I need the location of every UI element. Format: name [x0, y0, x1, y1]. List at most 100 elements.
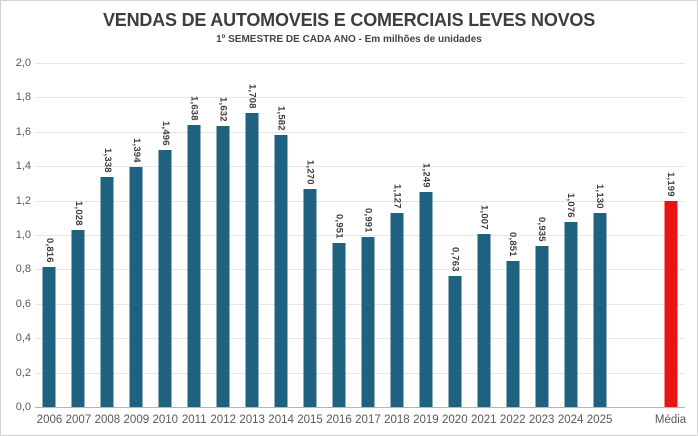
bar-2023 [535, 246, 549, 407]
bar-group-2019: 1,249 2019 [411, 63, 440, 426]
bar-value-label-2021: 1,007 [478, 205, 490, 230]
bar-value-label-2012: 1,632 [217, 97, 229, 122]
bar-2025 [593, 213, 607, 407]
bar-group-2024: 1,076 2024 [556, 63, 585, 426]
bar-value-label-2010: 1,496 [159, 121, 171, 146]
x-tick-label-2024: 2024 [557, 414, 584, 426]
gridline-0,6 [35, 304, 685, 305]
bar-group-2012: 1,632 2012 [209, 63, 238, 426]
x-tick-label-2009: 2009 [123, 414, 150, 426]
bar-group-2006: 0,816 2006 [35, 63, 64, 426]
y-tick-label-0,4: 0,4 [15, 332, 31, 344]
bar-group-2020: 0,763 2020 [440, 63, 469, 426]
x-tick-label-2021: 2021 [470, 414, 497, 426]
bar-group-2011: 1,638 2011 [180, 63, 209, 426]
bar-group-2013: 1,708 2013 [238, 63, 267, 426]
bar-group-2025: 1,130 2025 [585, 63, 614, 426]
gridline-0,8 [35, 269, 685, 270]
y-tick-label-0,0: 0,0 [15, 401, 31, 413]
gridline-1,2 [35, 201, 685, 202]
bar-2013 [245, 113, 259, 407]
bar-2014 [274, 135, 288, 407]
bar-group-2017: 0,991 2017 [353, 63, 382, 426]
gridline-1,4 [35, 166, 685, 167]
bar-2011 [187, 125, 201, 407]
gridline-2,0 [35, 63, 685, 64]
bar-value-label-2006: 0,816 [43, 238, 55, 263]
x-tick-label-2013: 2013 [239, 414, 265, 426]
bar-2010 [158, 150, 172, 407]
bar-Média [664, 201, 678, 407]
x-tick-label-2006: 2006 [36, 414, 63, 426]
bar-2012 [216, 126, 230, 407]
y-tick-label-1,6: 1,6 [15, 126, 31, 138]
y-tick-label-1,4: 1,4 [15, 160, 31, 172]
x-tick-label-2012: 2012 [210, 414, 236, 426]
bar-2018 [390, 213, 404, 407]
bar-2020 [448, 276, 462, 407]
bar-group-2022: 0,851 2022 [498, 63, 527, 426]
x-tick-label-2019: 2019 [413, 414, 439, 426]
bar-2019 [419, 192, 433, 407]
chart-subtitle: 1º SEMESTRE DE CADA ANO - Em milhões de … [216, 34, 482, 45]
bar-value-label-2007: 1,028 [72, 201, 84, 226]
x-tick-label-2008: 2008 [94, 414, 121, 426]
gridline-1,6 [35, 132, 685, 133]
bar-2007 [71, 230, 85, 407]
bar-value-label-2017: 0,991 [362, 208, 374, 233]
x-tick-label-2025: 2025 [586, 414, 613, 426]
chart-title: VENDAS DE AUTOMOVEIS E COMERCIAIS LEVES … [102, 10, 596, 30]
bar-value-label-2024: 1,076 [565, 193, 577, 218]
bar-group-2016: 0,951 2016 [325, 63, 354, 426]
bar-2009 [129, 167, 143, 407]
x-tick-label-2020: 2020 [442, 414, 468, 426]
bar-value-label-2018: 1,127 [391, 184, 403, 209]
y-tick-label-0,2: 0,2 [15, 367, 31, 379]
bar-value-label-2019: 1,249 [420, 163, 432, 188]
bar-value-label-2025: 1,130 [594, 184, 606, 209]
x-tick-label-2023: 2023 [528, 414, 555, 426]
bar-2022 [506, 261, 520, 407]
bar-2015 [303, 189, 317, 407]
bar-value-label-2008: 1,338 [101, 148, 113, 173]
gridline-1,0 [35, 235, 685, 236]
bar-group-2021: 1,007 2021 [469, 63, 498, 426]
y-tick-label-1,2: 1,2 [15, 195, 31, 207]
y-tick-label-0,6: 0,6 [15, 298, 31, 310]
y-tick-label-0,8: 0,8 [15, 263, 31, 275]
bar-group-2018: 1,127 2018 [382, 63, 411, 426]
bar-2024 [564, 222, 578, 407]
bar-group-2010: 1,496 2010 [151, 63, 180, 426]
x-tick-label-2015: 2015 [297, 414, 323, 426]
y-tick-label-2,0: 2,0 [15, 57, 31, 69]
bar-value-label-2013: 1,708 [246, 84, 258, 109]
bar-2008 [100, 177, 114, 407]
x-tick-label-Média: Média [654, 414, 687, 426]
bar-2021 [477, 234, 491, 407]
gridline-0,4 [35, 338, 685, 339]
bar-value-label-2015: 1,270 [304, 160, 316, 185]
x-tick-label-2014: 2014 [268, 414, 294, 426]
plot-area: 0,816 2006 1,028 2007 1,338 2008 1,394 2009 1,49… [35, 63, 687, 426]
bar-value-label-2022: 0,851 [507, 232, 519, 257]
bar-2016 [332, 243, 346, 407]
x-tick-label-2018: 2018 [384, 414, 410, 426]
bars-container: 0,816 2006 1,028 2007 1,338 2008 1,394 2009 1,49… [35, 63, 687, 426]
bar-group-2023: 0,935 2023 [527, 63, 556, 426]
gridline-1,8 [35, 97, 685, 98]
category-gap [614, 63, 656, 407]
bar-value-label-2020: 0,763 [449, 247, 461, 272]
bar-group-2008: 1,338 2008 [93, 63, 122, 426]
y-tick-label-1,0: 1,0 [15, 229, 31, 241]
x-tick-label-2011: 2011 [181, 414, 207, 426]
bar-group-2009: 1,394 2009 [122, 63, 151, 426]
x-tick-label-2022: 2022 [499, 414, 526, 426]
x-tick-label-2017: 2017 [355, 414, 381, 426]
bar-value-label-2009: 1,394 [130, 138, 142, 163]
x-tick-label-2010: 2010 [152, 414, 179, 426]
bar-value-label-Média: 1,199 [665, 172, 677, 197]
bar-2006 [42, 267, 56, 407]
bar-group-Média: 1,199 Média [655, 63, 686, 426]
bar-value-label-2016: 0,951 [333, 214, 345, 239]
